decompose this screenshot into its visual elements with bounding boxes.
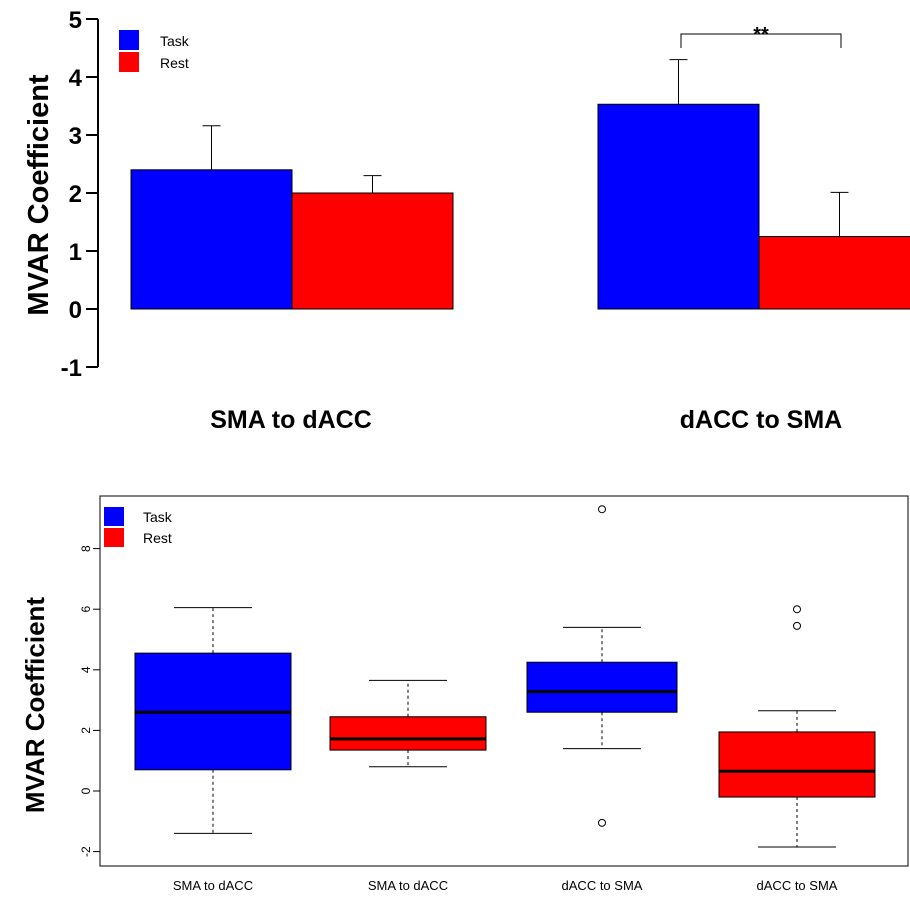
box-3 — [526, 505, 678, 827]
outlier-point — [598, 505, 606, 514]
box-plot-ylabel: MVAR Coefficient — [20, 597, 50, 814]
bar-rest — [291, 192, 454, 310]
box-1 — [134, 607, 292, 834]
outlier-point — [793, 621, 801, 630]
y-tick-label: 8 — [79, 545, 93, 552]
box-plot: MVAR Coefficient -2 0 2 4 6 8 Task Rest SMA to… — [20, 495, 909, 893]
category-label: dACC to SMA — [757, 878, 838, 893]
box-rest — [329, 716, 487, 751]
significance-label: ** — [753, 24, 769, 46]
box-plot-y-axis: -2 0 2 4 6 8 — [79, 545, 101, 857]
bar-task — [597, 103, 760, 310]
y-tick-label: 0 — [69, 297, 82, 324]
bar-chart-category-labels: SMA to dACC dACC to SMA — [210, 406, 842, 434]
bar-chart-y-axis: -1 0 1 2 3 4 5 — [61, 7, 99, 382]
box-2 — [329, 679, 487, 768]
outlier-point — [598, 818, 606, 827]
y-tick-label: -1 — [61, 355, 82, 382]
y-tick-label: 5 — [69, 7, 82, 34]
y-tick-label: 6 — [79, 606, 93, 613]
legend-label: Task — [160, 33, 190, 49]
box-plot-boxes — [134, 505, 876, 848]
category-label: SMA to dACC — [173, 878, 253, 893]
y-tick-label: 4 — [69, 65, 83, 92]
bar-chart-bars — [130, 103, 910, 310]
box-task — [526, 661, 678, 713]
bar-chart-legend: Task Rest — [119, 30, 190, 72]
bar-chart: MVAR Coefficient -1 0 1 2 3 4 5 ** Task Rest SM… — [23, 7, 910, 434]
box-4 — [718, 605, 876, 848]
y-tick-label: 0 — [79, 787, 93, 794]
legend-label: Task — [143, 509, 173, 525]
bar-chart-error-bars — [202, 59, 849, 237]
category-label: dACC to SMA — [562, 878, 643, 893]
y-tick-label: 1 — [69, 239, 82, 266]
legend-label: Rest — [143, 530, 172, 546]
y-tick-label: 2 — [79, 727, 93, 734]
legend-swatch-task — [104, 507, 124, 526]
y-tick-label: 2 — [69, 181, 82, 208]
legend-swatch-task — [119, 30, 139, 50]
category-label: SMA to dACC — [210, 406, 372, 434]
y-tick-label: -2 — [79, 846, 93, 857]
legend-label: Rest — [160, 55, 189, 71]
bar-task — [130, 169, 293, 310]
bar-rest — [758, 236, 910, 310]
significance-bracket: ** — [680, 24, 842, 48]
legend-swatch-rest — [119, 52, 139, 72]
outlier-point — [793, 605, 801, 614]
box-plot-category-labels: SMA to dACC SMA to dACC dACC to SMA dACC to… — [173, 878, 838, 893]
y-tick-label: 4 — [79, 666, 93, 673]
legend-swatch-rest — [104, 528, 124, 547]
y-tick-label: 3 — [69, 123, 82, 150]
box-plot-legend: Task Rest — [104, 507, 173, 547]
box-rest — [718, 731, 876, 798]
bar-chart-ylabel: MVAR Coefficient — [23, 74, 55, 315]
category-label: dACC to SMA — [680, 406, 842, 434]
category-label: SMA to dACC — [368, 878, 448, 893]
